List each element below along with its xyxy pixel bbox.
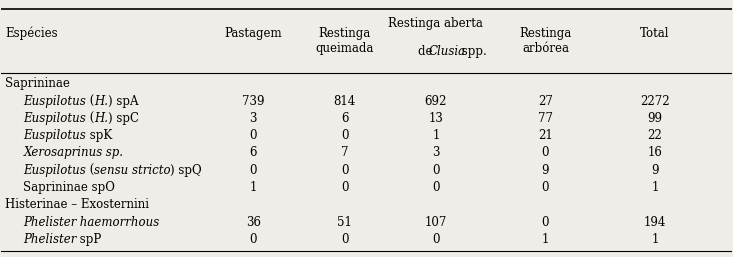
Text: Restinga aberta: Restinga aberta — [388, 17, 483, 30]
Text: Saprininae: Saprininae — [5, 77, 70, 90]
Text: 1: 1 — [542, 233, 549, 246]
Text: Histerinae – Exosternini: Histerinae – Exosternini — [5, 198, 149, 211]
Text: (: ( — [86, 112, 94, 125]
Text: (: ( — [86, 164, 94, 177]
Text: 0: 0 — [432, 164, 440, 177]
Text: 814: 814 — [334, 95, 356, 107]
Text: 13: 13 — [428, 112, 443, 125]
Text: 3: 3 — [432, 146, 440, 159]
Text: haemorrhous: haemorrhous — [76, 216, 160, 228]
Text: H.: H. — [94, 112, 108, 125]
Text: spP: spP — [76, 233, 102, 246]
Text: 0: 0 — [432, 181, 440, 194]
Text: spp.: spp. — [458, 45, 487, 58]
Text: 739: 739 — [242, 95, 265, 107]
Text: Total: Total — [640, 27, 670, 40]
Text: 194: 194 — [644, 216, 666, 228]
Text: ) spA: ) spA — [108, 95, 139, 107]
Text: 6: 6 — [341, 112, 348, 125]
Text: Euspilotus: Euspilotus — [23, 129, 86, 142]
Text: 0: 0 — [341, 181, 348, 194]
Text: 9: 9 — [542, 164, 549, 177]
Text: 0: 0 — [542, 146, 549, 159]
Text: 0: 0 — [341, 129, 348, 142]
Text: sensu stricto: sensu stricto — [94, 164, 171, 177]
Text: 99: 99 — [647, 112, 663, 125]
Text: 1: 1 — [432, 129, 440, 142]
Text: 2272: 2272 — [640, 95, 670, 107]
Text: 0: 0 — [542, 181, 549, 194]
Text: 16: 16 — [647, 146, 663, 159]
Text: Euspilotus: Euspilotus — [23, 95, 86, 107]
Text: (: ( — [86, 95, 94, 107]
Text: spK: spK — [86, 129, 112, 142]
Text: 7: 7 — [341, 146, 348, 159]
Text: Phelister: Phelister — [23, 216, 77, 228]
Text: 6: 6 — [249, 146, 257, 159]
Text: Restinga
arbórea: Restinga arbórea — [519, 27, 572, 55]
Text: 27: 27 — [538, 95, 553, 107]
Text: Restinga
queimada: Restinga queimada — [315, 27, 374, 55]
Text: 1: 1 — [651, 181, 659, 194]
Text: 107: 107 — [424, 216, 447, 228]
Text: ) spC: ) spC — [108, 112, 139, 125]
Text: 0: 0 — [249, 129, 257, 142]
Text: 51: 51 — [337, 216, 352, 228]
Text: sp.: sp. — [102, 146, 123, 159]
Text: 0: 0 — [249, 164, 257, 177]
Text: 0: 0 — [341, 233, 348, 246]
Text: 77: 77 — [538, 112, 553, 125]
Text: 0: 0 — [432, 233, 440, 246]
Text: 22: 22 — [647, 129, 663, 142]
Text: Pastagem: Pastagem — [224, 27, 282, 40]
Text: 0: 0 — [542, 216, 549, 228]
Text: 1: 1 — [250, 181, 257, 194]
Text: 21: 21 — [538, 129, 553, 142]
Text: 0: 0 — [341, 164, 348, 177]
Text: 1: 1 — [651, 233, 659, 246]
Text: 0: 0 — [249, 233, 257, 246]
Text: H.: H. — [94, 95, 108, 107]
Text: 36: 36 — [246, 216, 261, 228]
Text: 3: 3 — [249, 112, 257, 125]
Text: Espécies: Espécies — [5, 27, 58, 40]
Text: 9: 9 — [651, 164, 659, 177]
Text: 692: 692 — [424, 95, 447, 107]
Text: de: de — [418, 45, 436, 58]
Text: Clusia: Clusia — [429, 45, 465, 58]
Text: Euspilotus: Euspilotus — [23, 112, 86, 125]
Text: Phelister: Phelister — [23, 233, 77, 246]
Text: Saprininae spO: Saprininae spO — [23, 181, 115, 194]
Text: Xerosaprinus: Xerosaprinus — [23, 146, 103, 159]
Text: ) spQ: ) spQ — [171, 164, 202, 177]
Text: Euspilotus: Euspilotus — [23, 164, 86, 177]
